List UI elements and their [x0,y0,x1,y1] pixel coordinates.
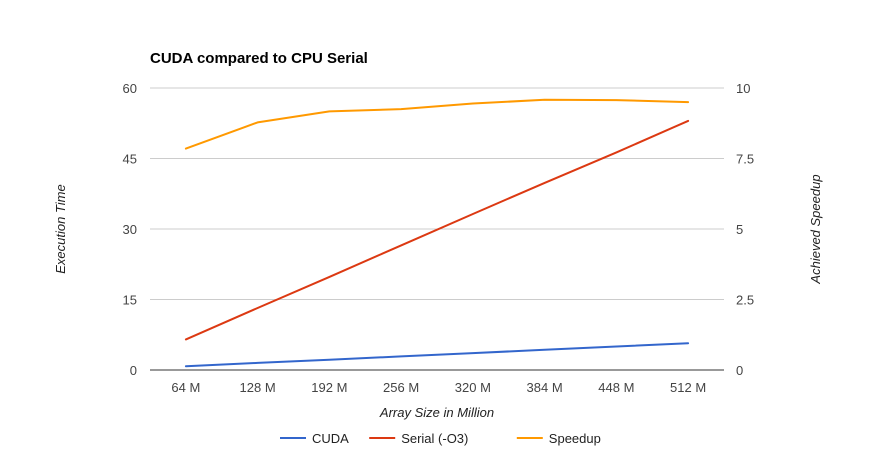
y2-tick-label: 5 [736,222,743,237]
series-lines [184,98,690,368]
x-axis-title: Array Size in Million [379,405,494,420]
x-tick-label: 192 M [311,380,347,395]
legend-label-speedup: Speedup [549,431,601,446]
y-axis-title: Execution Time [53,184,68,273]
y2-axis-title: Achieved Speedup [808,174,823,284]
right-axis-ticks: 0 2.5 5 7.5 10 [736,81,754,378]
series-line-serial-o3 [184,119,690,341]
y2-tick-label: 2.5 [736,293,754,308]
series-line-cuda [184,342,690,368]
left-axis-ticks: 0 15 30 45 60 [123,81,137,378]
series-line-speedup [184,98,690,150]
x-tick-label: 320 M [455,380,491,395]
y-tick-label: 0 [130,363,137,378]
x-tick-label: 512 M [670,380,706,395]
legend-label-cuda: CUDA [312,431,349,446]
legend-label-serial-o3: Serial (-O3) [401,431,468,446]
y2-tick-label: 10 [736,81,750,96]
x-axis-ticks: 64 M 128 M 192 M 256 M 320 M 384 M 448 M 512 M [171,380,706,395]
x-tick-label: 384 M [527,380,563,395]
y2-tick-label: 7.5 [736,152,754,167]
y-tick-label: 30 [123,222,137,237]
y-tick-label: 15 [123,293,137,308]
x-tick-label: 448 M [598,380,634,395]
chart-title: CUDA compared to CPU Serial [150,50,368,67]
x-tick-label: 128 M [240,380,276,395]
x-tick-label: 256 M [383,380,419,395]
legend: CUDA Serial (-O3) Speedup [280,431,601,446]
y-tick-label: 60 [123,81,137,96]
y2-tick-label: 0 [736,363,743,378]
x-tick-label: 64 M [171,380,200,395]
y-tick-label: 45 [123,152,137,167]
